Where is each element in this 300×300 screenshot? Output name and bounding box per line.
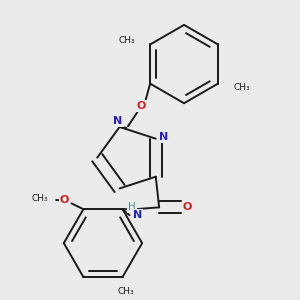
Text: O: O xyxy=(137,101,146,111)
Text: N: N xyxy=(113,116,122,126)
Text: O: O xyxy=(183,202,192,212)
Text: CH₃: CH₃ xyxy=(118,287,134,296)
Text: N: N xyxy=(159,132,168,142)
Text: O: O xyxy=(60,195,69,205)
Text: CH₃: CH₃ xyxy=(233,82,250,91)
Text: CH₃: CH₃ xyxy=(31,194,48,203)
Text: H: H xyxy=(128,202,136,212)
Text: N: N xyxy=(133,210,142,220)
Text: CH₃: CH₃ xyxy=(118,36,135,45)
